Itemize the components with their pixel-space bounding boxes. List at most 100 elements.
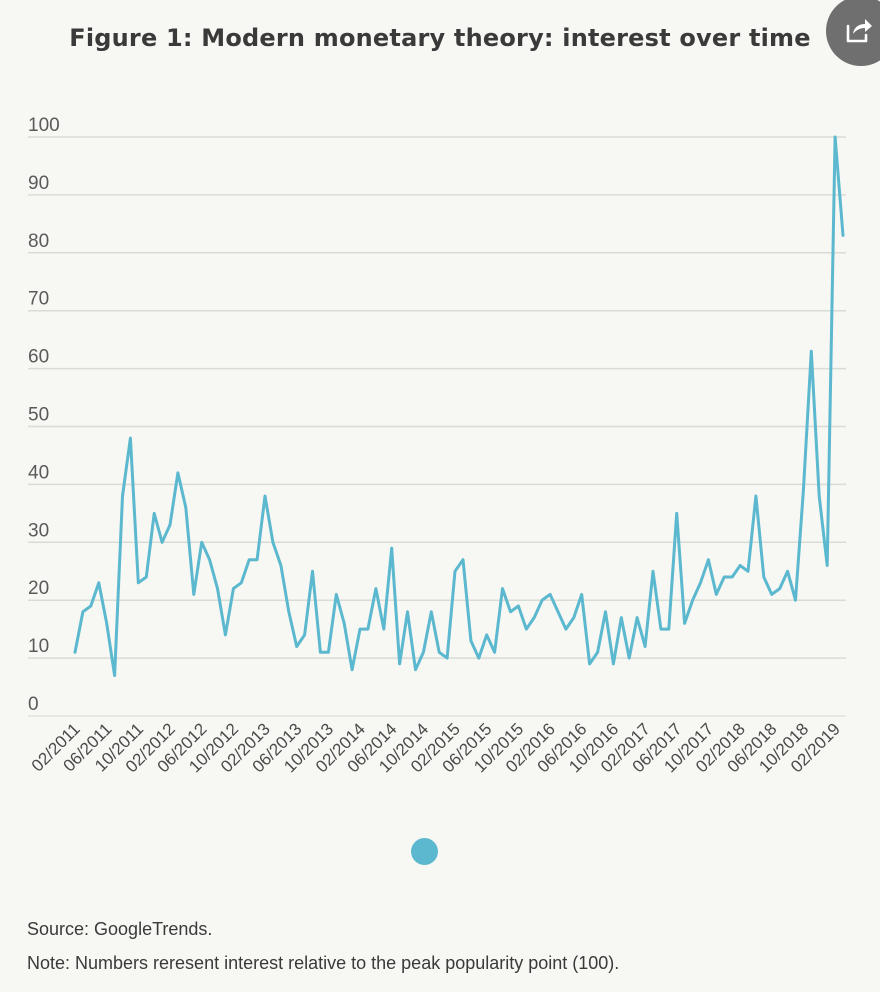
data-point[interactable] [182, 504, 190, 512]
data-point[interactable] [309, 567, 317, 575]
data-point[interactable] [522, 625, 530, 633]
data-point[interactable] [340, 619, 348, 627]
data-point[interactable] [483, 631, 491, 639]
data-point[interactable] [190, 590, 198, 598]
data-point[interactable] [332, 590, 340, 598]
data-point[interactable] [601, 608, 609, 616]
data-point[interactable] [839, 231, 847, 239]
data-point[interactable] [79, 608, 87, 616]
data-point[interactable] [815, 492, 823, 500]
data-point[interactable] [609, 660, 617, 668]
data-point[interactable] [119, 492, 127, 500]
data-point[interactable] [728, 573, 736, 581]
data-point[interactable] [443, 654, 451, 662]
data-point[interactable] [657, 625, 665, 633]
data-point[interactable] [633, 614, 641, 622]
data-point[interactable] [720, 573, 728, 581]
data-point[interactable] [372, 585, 380, 593]
data-point[interactable] [214, 585, 222, 593]
data-point[interactable] [799, 486, 807, 494]
data-point[interactable] [103, 619, 111, 627]
data-point[interactable] [316, 648, 324, 656]
data-point[interactable] [411, 666, 419, 674]
data-point[interactable] [388, 544, 396, 552]
data-point[interactable] [586, 660, 594, 668]
data-point[interactable] [475, 654, 483, 662]
data-point[interactable] [459, 556, 467, 564]
data-point[interactable] [95, 579, 103, 587]
data-point[interactable] [823, 561, 831, 569]
data-point[interactable] [768, 590, 776, 598]
data-point[interactable] [744, 567, 752, 575]
data-point[interactable] [427, 608, 435, 616]
data-point[interactable] [158, 538, 166, 546]
data-point[interactable] [166, 521, 174, 529]
data-point[interactable] [229, 585, 237, 593]
data-point[interactable] [237, 579, 245, 587]
data-point[interactable] [261, 492, 269, 500]
data-point[interactable] [665, 625, 673, 633]
data-point[interactable] [625, 654, 633, 662]
data-point[interactable] [554, 608, 562, 616]
data-point[interactable] [364, 625, 372, 633]
data-point[interactable] [784, 567, 792, 575]
data-point[interactable] [752, 492, 760, 500]
data-point[interactable] [87, 602, 95, 610]
data-point[interactable] [111, 671, 119, 679]
data-point[interactable] [530, 614, 538, 622]
data-point[interactable] [514, 602, 522, 610]
data-point[interactable] [546, 590, 554, 598]
data-point[interactable] [356, 625, 364, 633]
data-point[interactable] [253, 556, 261, 564]
data-point[interactable] [221, 631, 229, 639]
data-point[interactable] [198, 538, 206, 546]
data-point[interactable] [380, 625, 388, 633]
data-point[interactable] [174, 469, 182, 477]
data-point[interactable] [578, 590, 586, 598]
data-point[interactable] [538, 596, 546, 604]
data-point[interactable] [594, 648, 602, 656]
data-point[interactable] [641, 643, 649, 651]
data-point[interactable] [696, 579, 704, 587]
data-point[interactable] [506, 608, 514, 616]
data-point[interactable] [704, 556, 712, 564]
data-point[interactable] [396, 660, 404, 668]
share-button[interactable] [826, 0, 880, 66]
data-point[interactable] [617, 614, 625, 622]
data-point[interactable] [324, 648, 332, 656]
data-point[interactable] [736, 561, 744, 569]
data-point[interactable] [419, 648, 427, 656]
data-point[interactable] [71, 648, 79, 656]
data-point[interactable] [570, 614, 578, 622]
data-point[interactable] [689, 596, 697, 604]
data-point[interactable] [712, 590, 720, 598]
data-point[interactable] [348, 666, 356, 674]
data-point[interactable] [673, 509, 681, 517]
data-point[interactable] [776, 585, 784, 593]
data-point[interactable] [467, 637, 475, 645]
pagination-dot[interactable] [411, 838, 438, 865]
data-point[interactable] [293, 643, 301, 651]
data-point[interactable] [499, 585, 507, 593]
data-point[interactable] [649, 567, 657, 575]
data-point[interactable] [435, 648, 443, 656]
data-point[interactable] [791, 596, 799, 604]
data-point[interactable] [562, 625, 570, 633]
data-point[interactable] [245, 556, 253, 564]
data-point[interactable] [301, 631, 309, 639]
data-point[interactable] [206, 556, 214, 564]
data-point[interactable] [126, 434, 134, 442]
data-point[interactable] [807, 347, 815, 355]
data-point[interactable] [269, 538, 277, 546]
data-point[interactable] [681, 619, 689, 627]
data-point[interactable] [451, 567, 459, 575]
data-point[interactable] [277, 561, 285, 569]
data-point[interactable] [142, 573, 150, 581]
data-point[interactable] [404, 608, 412, 616]
data-point[interactable] [285, 608, 293, 616]
data-point[interactable] [831, 133, 839, 141]
data-point[interactable] [760, 573, 768, 581]
data-point[interactable] [491, 648, 499, 656]
data-point[interactable] [150, 509, 158, 517]
data-point[interactable] [134, 579, 142, 587]
